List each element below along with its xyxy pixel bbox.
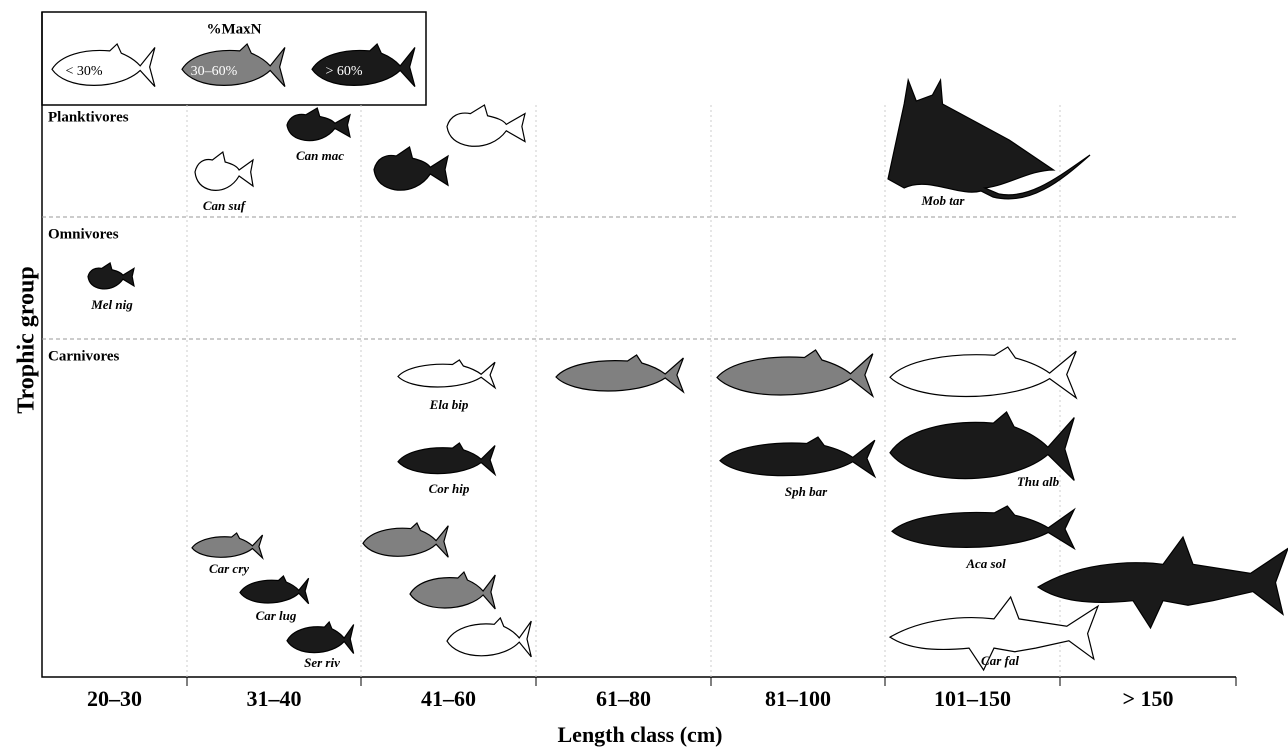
axes [41, 12, 1236, 678]
species-label: Mel nig [90, 297, 133, 312]
fish-icon [312, 44, 415, 87]
species-label: Sph bar [785, 484, 828, 499]
species-label: Car lug [256, 608, 297, 623]
fish-icon [192, 533, 263, 558]
fish-icon [447, 105, 525, 146]
length-class-label: 61–80 [596, 686, 651, 711]
group-label: Planktivores [48, 109, 129, 125]
group-label: Carnivores [48, 348, 120, 364]
y-axis-label: Trophic group [14, 266, 40, 413]
species-label: Aca sol [965, 556, 1006, 571]
fish-icon [88, 263, 134, 289]
legend-title: %MaxN [207, 21, 262, 37]
species-label: Can suf [203, 198, 247, 213]
fish-icon [398, 443, 495, 474]
fish-icon [890, 347, 1076, 398]
fish-icon [410, 572, 495, 609]
length-class-label: 81–100 [765, 686, 831, 711]
fish-icon [720, 437, 875, 477]
fish-icon [52, 44, 155, 87]
fish-icon [717, 350, 873, 396]
fish-icon [240, 576, 309, 604]
species-label: Ser riv [304, 655, 340, 670]
length-class-label: 31–40 [247, 686, 302, 711]
species-label: Mob tar [921, 193, 966, 208]
species-label: Thu alb [1017, 474, 1060, 489]
fish-icon [556, 355, 683, 392]
fish-icon [447, 618, 531, 657]
fish-icon [1038, 537, 1288, 628]
fish-icon [890, 412, 1074, 480]
legend-label: > 60% [325, 64, 362, 79]
fish-icon [363, 523, 448, 557]
group-label: Omnivores [48, 226, 119, 242]
fish-icon [892, 506, 1074, 549]
species-label: Cor hip [429, 481, 470, 496]
length-class-label: > 150 [1122, 686, 1173, 711]
length-class-label: 101–150 [934, 686, 1011, 711]
fish-icon [888, 80, 1090, 199]
fish-icon [195, 152, 253, 190]
length-class-label: 41–60 [421, 686, 476, 711]
x-axis-label: Length class (cm) [558, 722, 723, 747]
length-class-label: 20–30 [87, 686, 142, 711]
fish-icon [374, 147, 448, 190]
fish-icon [182, 44, 285, 87]
legend-label: < 30% [65, 64, 102, 79]
legend-label: 30–60% [191, 64, 238, 79]
species-label: Car fal [981, 653, 1019, 668]
species-label: Can mac [296, 148, 344, 163]
fish-icon [287, 108, 350, 141]
species-label: Ela bip [429, 397, 469, 412]
fish-icon [890, 597, 1098, 670]
fish-icon [287, 622, 354, 653]
fish-icon [398, 360, 495, 388]
species-label: Car cry [209, 561, 249, 576]
